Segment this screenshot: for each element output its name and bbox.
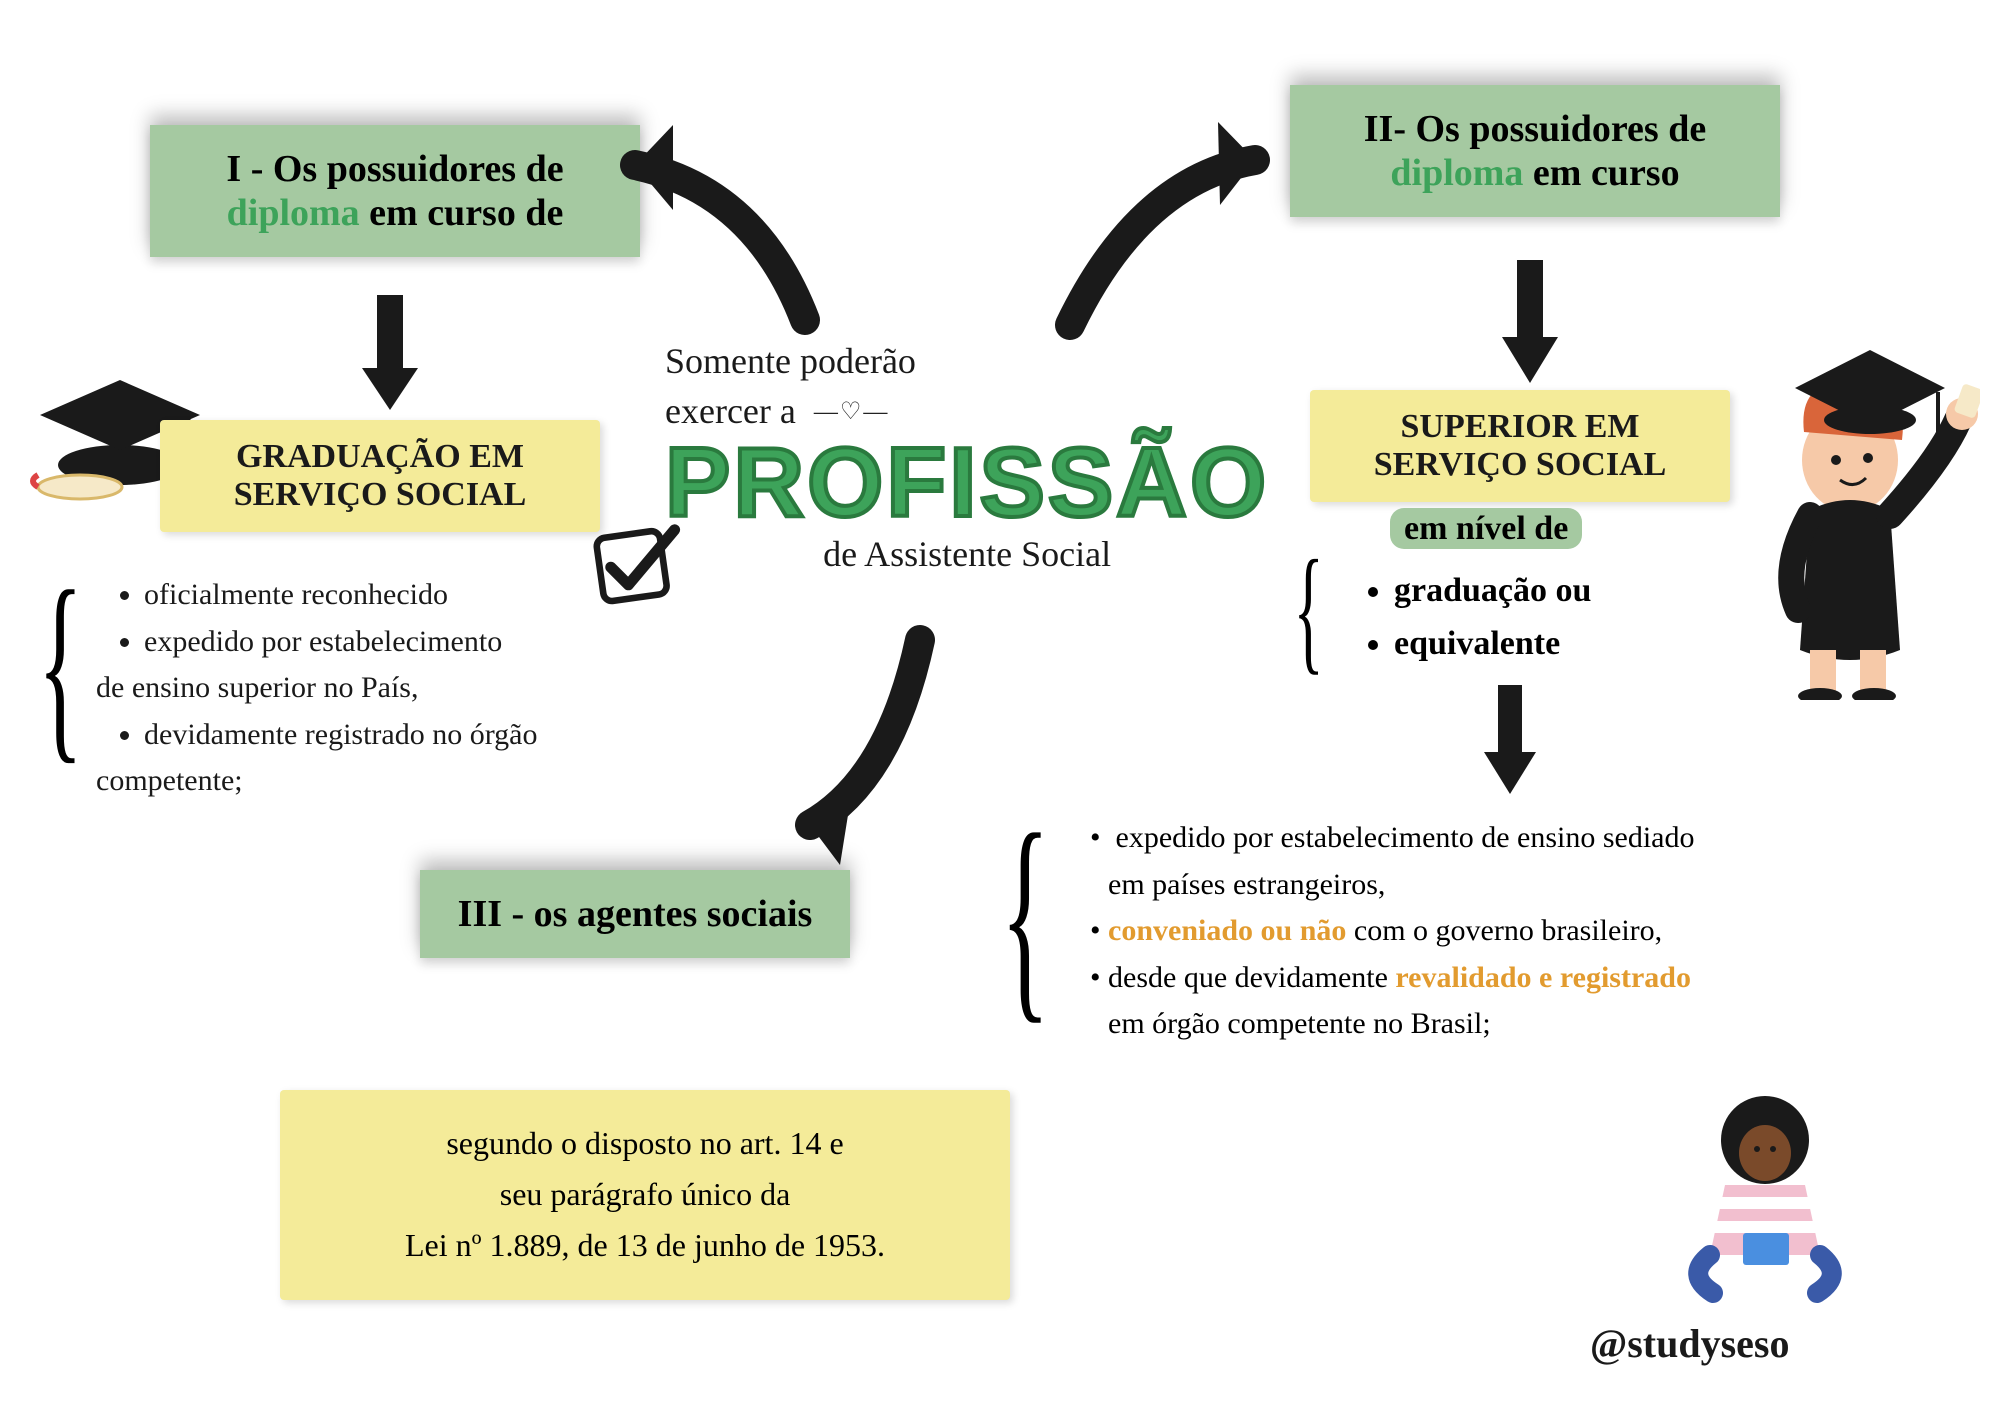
bullets-2b: • expedido por estabelecimento de ensino… <box>1090 815 1970 1048</box>
box-ii: II- Os possuidores de diploma em curso <box>1290 85 1780 217</box>
level-label: em nível de <box>1390 508 1582 549</box>
bullet1-a: oficialmente reconhecido <box>144 572 680 619</box>
bullet1-b: expedido por estabelecimento <box>144 619 680 666</box>
arrow-box2-down <box>1490 255 1570 390</box>
yellow-box-3: segundo o disposto no art. 14 e seu pará… <box>280 1090 1010 1300</box>
brace-small: { <box>1293 540 1323 680</box>
yellow-box-2: SUPERIOR EM SERVIÇO SOCIAL <box>1310 390 1730 502</box>
bullets-2a: graduação ou equivalente <box>1370 565 1591 670</box>
study-character-icon <box>1665 1085 1865 1305</box>
arrow-to-box2 <box>1030 110 1300 350</box>
arrow-box1-down <box>350 290 430 420</box>
title-main: PROFISSÃO <box>665 426 1269 539</box>
y3-l2: seu parágrafo único da <box>314 1169 976 1220</box>
yellow2-text: SUPERIOR EM SERVIÇO SOCIAL <box>1374 408 1667 483</box>
box-iii: III - os agentes sociais <box>420 870 850 958</box>
b2b-c2: em órgão competente no Brasil; <box>1108 1001 1970 1048</box>
graduate-character-icon <box>1740 310 1980 700</box>
y3-l3: Lei nº 1.889, de 13 de junho de 1953. <box>314 1220 976 1271</box>
box-i: I - Os possuidores de diploma em curso d… <box>150 125 640 257</box>
divider-heart: —♡— <box>814 397 890 426</box>
box-i-prefix: I - Os possuidores de <box>226 148 563 190</box>
box-i-suffix: em curso de <box>360 192 564 234</box>
box-iii-text: III - os agentes sociais <box>458 893 813 935</box>
b2b-brest: com o governo brasileiro, <box>1346 914 1662 947</box>
arrow-level-down <box>1470 680 1550 800</box>
yellow-box-1: GRADUAÇÃO EM SERVIÇO SOCIAL <box>160 420 600 532</box>
credit-handle: @studyseso <box>1590 1320 1789 1367</box>
arrow-to-box1 <box>595 110 855 350</box>
center-line3: de Assistente Social <box>665 533 1269 575</box>
level-label-wrap: em nível de <box>1390 510 1582 548</box>
b2b-bhl: conveniado ou não <box>1108 914 1346 947</box>
bullet1-c2: competente; <box>96 758 680 805</box>
box-ii-prefix: II- Os possuidores de <box>1364 108 1706 150</box>
bullet2a-b: equivalente <box>1394 618 1591 671</box>
bullet1-b2: de ensino superior no País, <box>96 665 680 712</box>
bullet1-c: devidamente registrado no órgão <box>144 712 680 759</box>
box-i-highlight: diploma <box>227 192 360 234</box>
b2b-a: expedido por estabelecimento de ensino s… <box>1108 821 1694 854</box>
box-ii-suffix: em curso <box>1523 152 1679 194</box>
brace-right-big: { <box>1000 800 1050 1030</box>
box-ii-highlight: diploma <box>1390 152 1523 194</box>
b2b-chl: revalidado e registrado <box>1395 961 1691 994</box>
brace-left-1: { <box>38 560 83 770</box>
b2b-a2: em países estrangeiros, <box>1108 862 1970 909</box>
yellow1-text: GRADUAÇÃO EM SERVIÇO SOCIAL <box>234 438 527 513</box>
b2b-c1: desde que devidamente <box>1108 961 1395 994</box>
bullet2a-a: graduação ou <box>1394 565 1591 618</box>
center-block: Somente poderão exercer a —♡— PROFISSÃO … <box>665 340 1269 575</box>
arrow-to-box3 <box>760 620 980 870</box>
bullets-1: oficialmente reconhecido expedido por es… <box>120 572 680 805</box>
y3-l1: segundo o disposto no art. 14 e <box>314 1118 976 1169</box>
